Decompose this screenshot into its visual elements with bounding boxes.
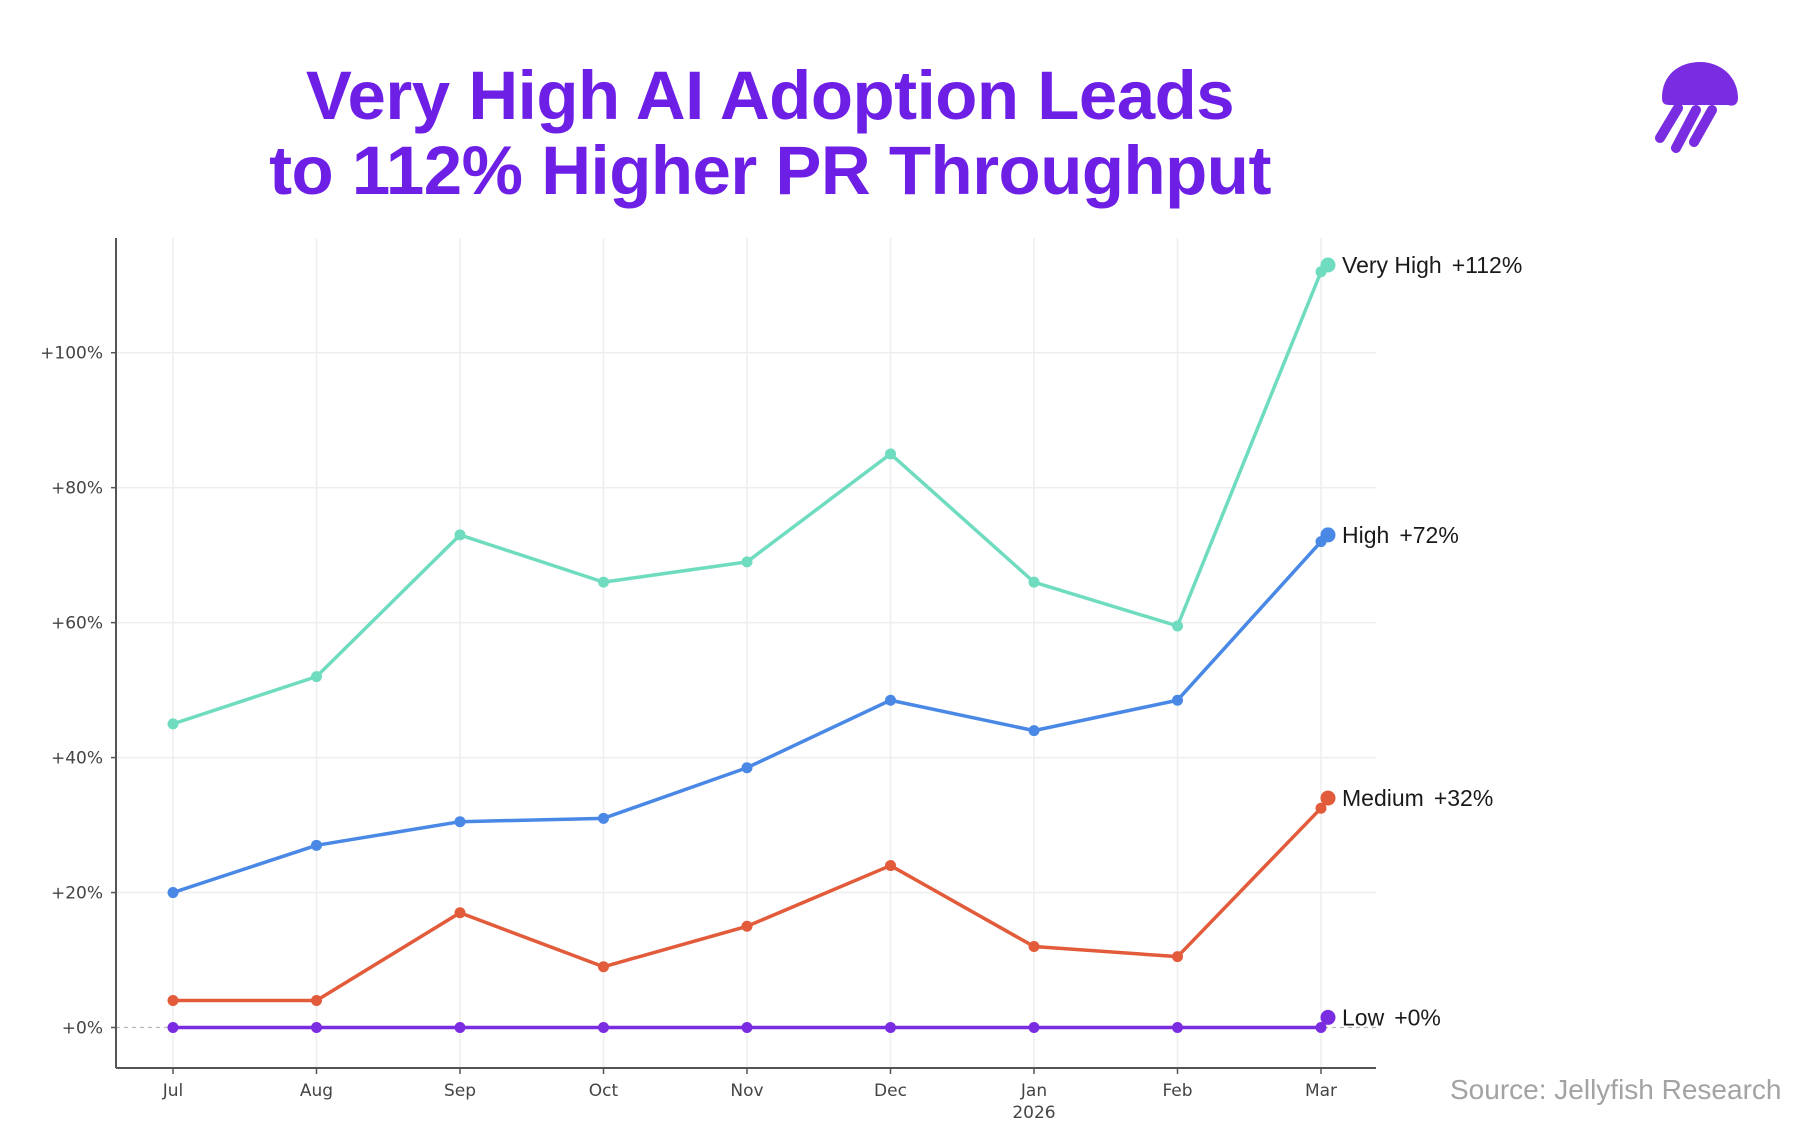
- y-tick-label: +80%: [51, 479, 103, 499]
- y-tick-label: +0%: [62, 1019, 103, 1039]
- end-point-high: [1320, 527, 1336, 543]
- series-end-label-low: Low +0%: [1342, 1004, 1441, 1030]
- data-point-high: [454, 816, 466, 828]
- series-value-very-high: +112%: [1452, 252, 1523, 278]
- x-tick-label: Aug: [300, 1081, 333, 1101]
- data-point-medium: [311, 995, 322, 1007]
- x-tick-label: Nov: [730, 1081, 763, 1101]
- source-note: Source: Jellyfish Research: [1450, 1074, 1782, 1105]
- series-name-very-high: Very High: [1342, 252, 1442, 278]
- data-point-low: [1172, 1022, 1183, 1034]
- data-point-low: [167, 1022, 179, 1034]
- series-value-high: +72%: [1399, 522, 1458, 548]
- data-point-medium: [454, 907, 466, 919]
- data-point-low: [311, 1022, 322, 1034]
- data-point-high: [311, 839, 322, 851]
- data-point-medium: [1172, 951, 1183, 963]
- x-tick-label: Oct: [589, 1081, 619, 1101]
- data-point-high: [741, 762, 753, 774]
- y-tick-label: +40%: [51, 749, 103, 769]
- data-point-low: [1315, 1022, 1327, 1034]
- series-line-very-high: [171, 263, 1330, 726]
- data-point-medium: [741, 920, 753, 932]
- end-point-medium: [1320, 790, 1336, 806]
- axes-layer: +0% +20% +40% +60% +80% +100% Jul Aug Sep Oct Nov D…: [40, 238, 1376, 1123]
- grid-layer: [116, 238, 1376, 1068]
- data-point-very-high: [167, 718, 179, 730]
- chart-title: Very High AI Adoption Leads to 112% High…: [230, 58, 1310, 208]
- data-point-medium: [598, 961, 609, 973]
- data-point-high: [885, 694, 896, 706]
- data-point-very-high: [454, 529, 466, 541]
- x-tick-sublabel: 2026: [1012, 1103, 1055, 1123]
- y-tick-label: +60%: [51, 614, 103, 634]
- data-point-high: [1028, 725, 1040, 737]
- jellyfish-logo-icon: [1655, 62, 1738, 153]
- y-tick-label: +20%: [51, 884, 103, 904]
- x-tick-label: Sep: [444, 1081, 476, 1101]
- data-point-very-high: [598, 576, 609, 588]
- data-point-high: [1172, 694, 1183, 706]
- x-tick-label: Jan: [1020, 1081, 1047, 1101]
- x-tick-label: Mar: [1305, 1081, 1337, 1101]
- data-point-medium: [167, 995, 179, 1007]
- data-point-very-high: [741, 556, 753, 568]
- data-point-low: [598, 1022, 609, 1034]
- series-name-high: High: [1342, 522, 1389, 548]
- series-layer: [167, 257, 1336, 1034]
- x-tick-label: Jul: [162, 1081, 184, 1101]
- series-line-high: [171, 533, 1330, 895]
- data-point-low: [741, 1022, 753, 1034]
- data-point-medium: [885, 860, 896, 872]
- x-tick-label: Dec: [874, 1081, 907, 1101]
- data-point-low: [1028, 1022, 1040, 1034]
- data-point-medium: [1028, 941, 1040, 953]
- data-point-very-high: [885, 448, 896, 460]
- series-value-medium: +32%: [1434, 785, 1493, 811]
- y-tick-label: +100%: [40, 344, 103, 364]
- series-line-medium: [171, 796, 1330, 1003]
- series-end-label-very-high: Very High +112%: [1342, 252, 1522, 278]
- data-point-high: [598, 812, 609, 824]
- data-point-low: [885, 1022, 896, 1034]
- series-end-label-medium: Medium +32%: [1342, 785, 1493, 811]
- series-name-medium: Medium: [1342, 785, 1424, 811]
- data-point-very-high: [311, 671, 322, 683]
- x-tick-label: Feb: [1162, 1081, 1192, 1101]
- end-point-low: [1320, 1009, 1336, 1025]
- data-point-low: [454, 1022, 466, 1034]
- end-point-very-high: [1320, 257, 1336, 273]
- series-name-low: Low: [1342, 1004, 1385, 1030]
- data-point-very-high: [1172, 620, 1183, 632]
- data-point-very-high: [1028, 576, 1040, 588]
- data-point-medium: [1315, 802, 1327, 814]
- chart-title-line-1: Very High AI Adoption Leads: [305, 57, 1235, 134]
- series-value-low: +0%: [1394, 1004, 1441, 1030]
- series-end-label-high: High +72%: [1342, 522, 1459, 548]
- label-layer: Very High +112% High +72% Medium +32% Low +0%: [1342, 252, 1522, 1030]
- chart-title-line-2: to 112% Higher PR Throughput: [269, 132, 1271, 209]
- data-point-high: [167, 887, 179, 899]
- series-line-low: [171, 1015, 1330, 1030]
